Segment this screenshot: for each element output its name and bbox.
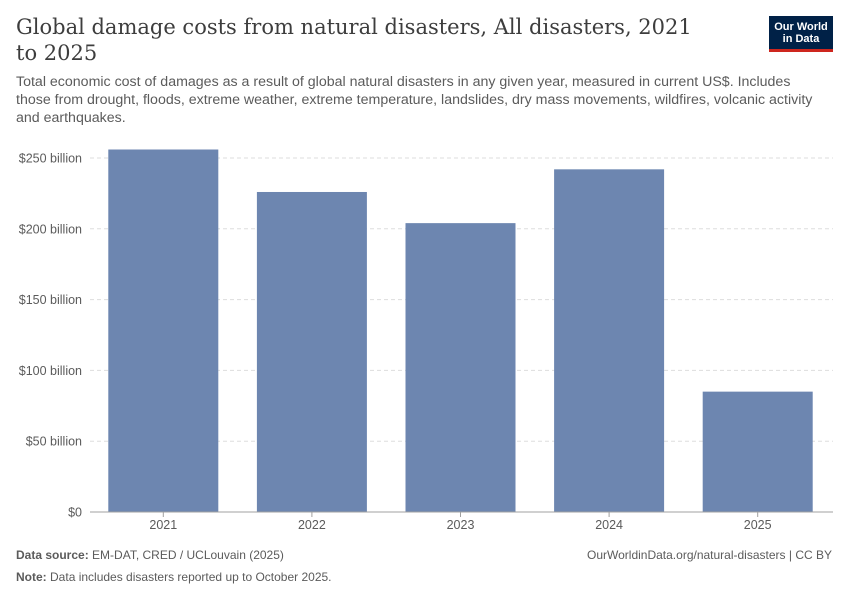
chart-note: Note: Data includes disasters reported u… [16, 570, 332, 584]
y-tick-label: $50 billion [26, 435, 82, 449]
y-tick-label: $200 billion [19, 222, 82, 236]
bar-chart: $0 $50 billion $100 billion $150 billion $20… [19, 149, 833, 532]
axes: $0 $50 billion $100 billion $150 billion $20… [19, 152, 833, 532]
x-tick-label: 2025 [744, 518, 772, 532]
x-tick-label: 2023 [447, 518, 475, 532]
source-url[interactable]: OurWorldinData.org/natural-disasters | C… [587, 548, 832, 562]
note-label: Note: [16, 570, 47, 584]
bar-2025 [702, 391, 813, 512]
y-tick-label: $0 [68, 506, 82, 520]
owid-logo[interactable]: Our World in Data [769, 16, 833, 52]
y-tick-label: $250 billion [19, 152, 82, 166]
note-text: Data includes disasters reported up to O… [50, 570, 332, 584]
chart-subtitle: Total economic cost of damages as a resu… [16, 74, 813, 126]
bar-2024 [554, 169, 665, 512]
x-tick-label: 2024 [595, 518, 623, 532]
bars [108, 149, 813, 513]
logo-line-2: in Data [782, 33, 820, 45]
x-tick-label: 2021 [149, 518, 177, 532]
chart-title: Global damage costs from natural disaste… [16, 15, 692, 65]
logo-line-1: Our World [774, 21, 828, 33]
source-text[interactable]: EM-DAT, CRED / UCLouvain (2025) [92, 548, 284, 562]
x-tick-label: 2022 [298, 518, 326, 532]
data-source: Data source: EM-DAT, CRED / UCLouvain (2… [16, 548, 284, 562]
y-tick-label: $150 billion [19, 293, 82, 307]
bar-2021 [108, 149, 219, 512]
bar-2022 [256, 191, 367, 512]
source-label: Data source: [16, 548, 89, 562]
bar-2023 [405, 223, 516, 513]
y-tick-label: $100 billion [19, 364, 82, 378]
